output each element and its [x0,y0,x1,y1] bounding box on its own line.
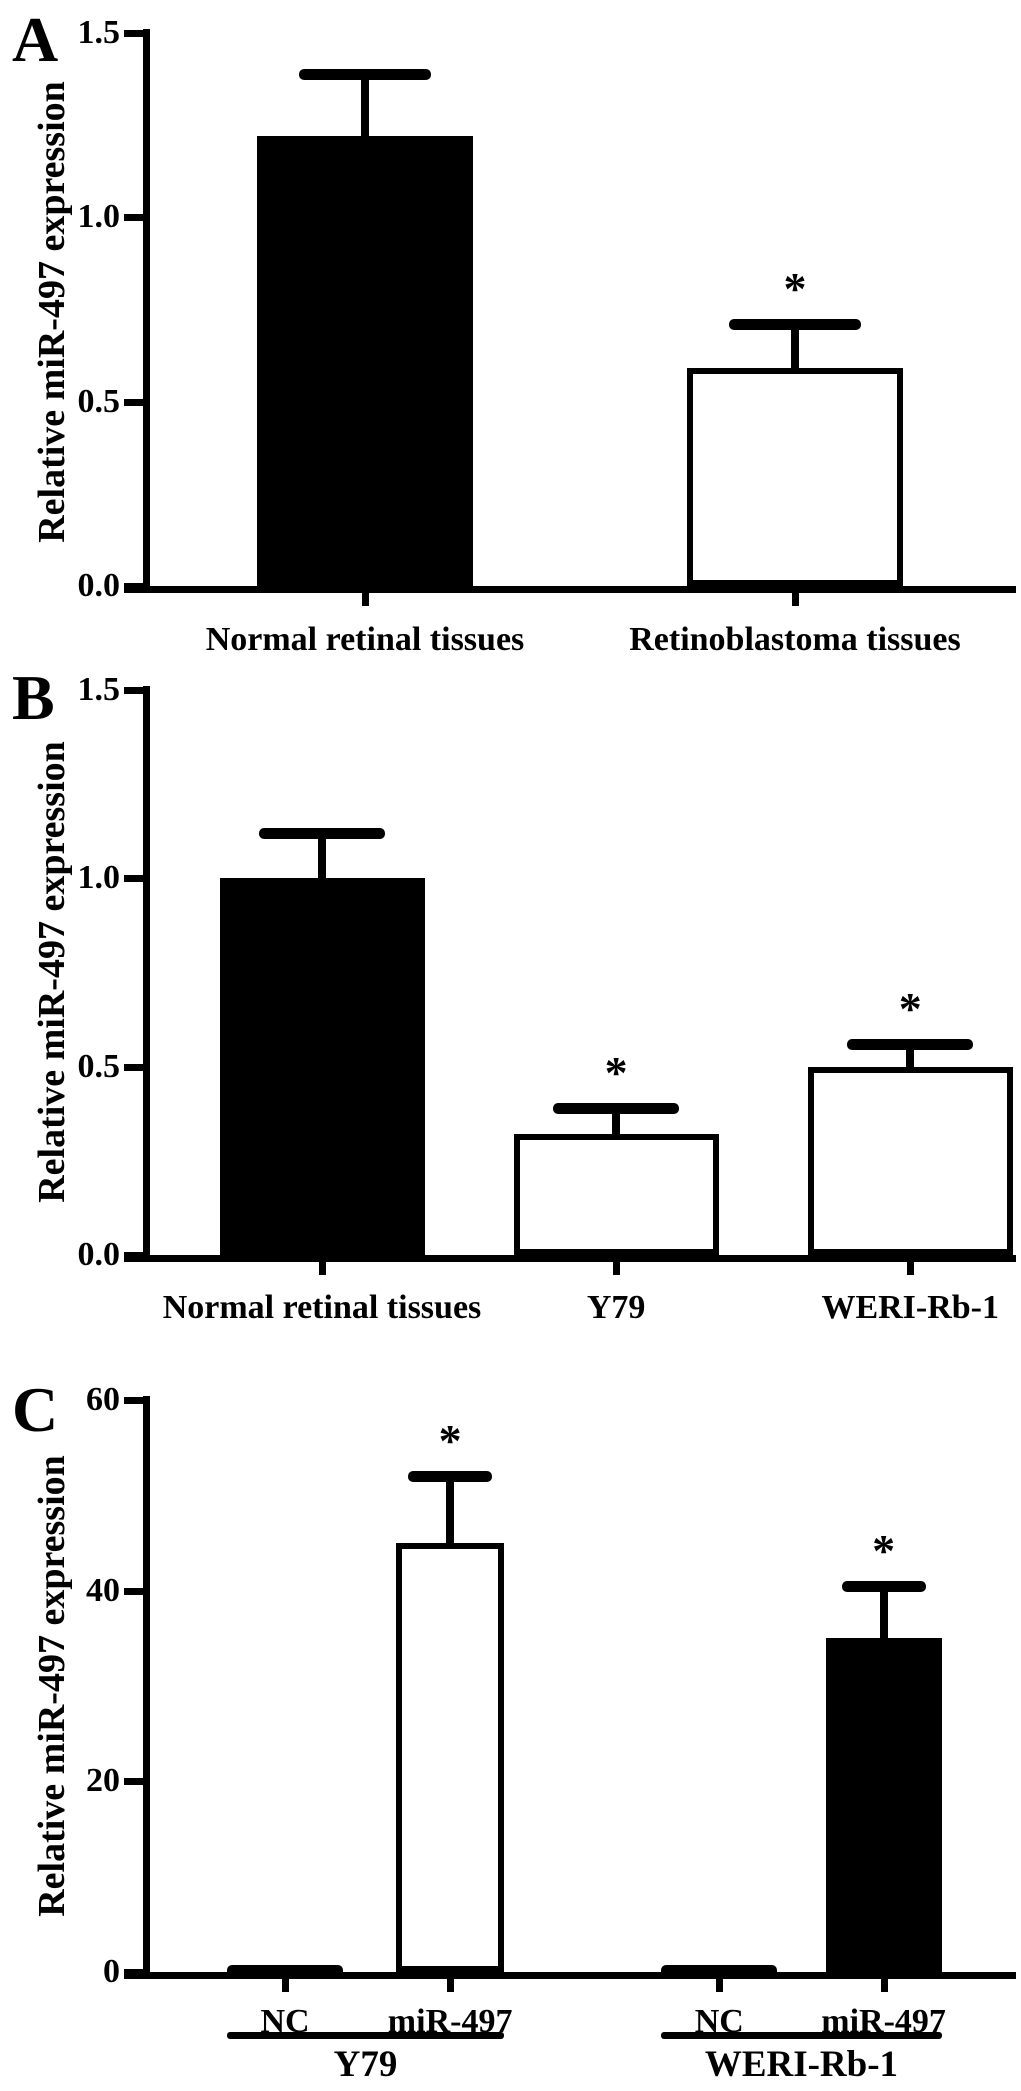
significance-star: * [898,983,922,1035]
group-underline [226,2032,504,2039]
x-tick-mark [613,1262,621,1275]
x-category-label: WERI-Rb-1 [821,1289,1000,1326]
error-bar-stem [906,1044,915,1067]
y-tick-mark [124,1778,146,1786]
y-tick-label: 0.5 [77,1047,121,1085]
y-tick-label: 60 [86,1381,120,1418]
x-tick-mark [880,1979,888,1992]
y-tick-mark [124,398,146,406]
group-label: WERI-Rb-1 [704,2044,899,2085]
x-axis-line [124,1255,1016,1262]
panel-letter-a: A [12,4,59,75]
bar [807,1066,1013,1255]
bar [687,368,903,586]
y-tick-label: 0 [103,1953,120,1990]
group-label: Y79 [333,2044,398,2085]
error-bar-stem [879,1585,888,1639]
bar [257,136,473,586]
y-tick-mark [124,875,146,883]
x-tick-mark [447,1979,455,1992]
y-tick-label: 1.5 [77,14,121,51]
y-axis-line [143,686,150,1262]
significance-star: * [872,1524,896,1576]
error-bar-cap [553,1103,680,1115]
panel-letter-b: B [12,662,55,733]
bar [227,1965,344,1972]
y-tick-mark [124,1397,146,1404]
error-bar-stem [612,1108,621,1135]
x-category-label: Normal retinal tissues [205,621,525,658]
group-underline [660,2032,943,2039]
bar [396,1543,505,1972]
bar [661,1965,778,1972]
y-axis-title-b: Relative miR-497 expression [31,741,73,1203]
x-tick-mark [282,1979,290,1992]
significance-star: * [438,1415,462,1467]
panel-letter-c: C [12,1374,59,1445]
x-tick-mark [792,593,799,606]
y-tick-label: 20 [86,1762,120,1800]
error-bar-cap [299,68,431,80]
y-tick-mark [124,1063,146,1071]
y-tick-mark [124,214,146,222]
x-axis-line [124,586,1016,593]
y-tick-label: 1.0 [77,859,121,897]
x-category-label: Y79 [586,1289,646,1326]
bar [219,878,425,1255]
error-bar-cap [841,1580,926,1592]
y-tick-mark [124,1587,146,1595]
y-axis-line [143,29,150,593]
y-tick-mark [124,1252,146,1259]
error-bar-stem [791,324,799,369]
y-axis-title-c: Relative miR-497 expression [31,1455,73,1917]
x-tick-mark [716,1979,724,1992]
x-tick-mark [362,593,369,606]
y-axis-line [143,1396,150,1979]
y-axis-title-a: Relative miR-497 expression [31,81,73,543]
y-tick-label: 0.0 [77,1236,121,1273]
x-category-label: Normal retinal tissues [162,1289,482,1326]
x-axis-line [124,1972,1016,1979]
y-tick-label: 0.0 [77,567,121,604]
error-bar-cap [408,1471,493,1483]
x-tick-mark [319,1262,326,1275]
y-tick-mark [124,1969,146,1976]
significance-star: * [604,1047,628,1099]
error-bar-cap [259,828,385,840]
significance-star: * [783,263,807,315]
x-category-label: Retinoblastoma tissues [629,621,961,658]
y-tick-mark [124,30,146,37]
y-tick-mark [124,583,146,590]
error-bar-cap [847,1039,974,1051]
bar [825,1638,942,1972]
y-tick-mark [124,687,146,694]
x-tick-mark [907,1262,915,1275]
y-tick-label: 1.5 [77,671,121,708]
error-bar-stem [446,1476,455,1543]
y-tick-label: 0.5 [77,382,121,420]
y-tick-label: 1.0 [77,198,121,236]
error-bar-stem [361,73,369,137]
error-bar-cap [729,319,861,331]
y-tick-label: 40 [86,1571,120,1609]
error-bar-stem [318,833,326,879]
bar [513,1134,719,1255]
